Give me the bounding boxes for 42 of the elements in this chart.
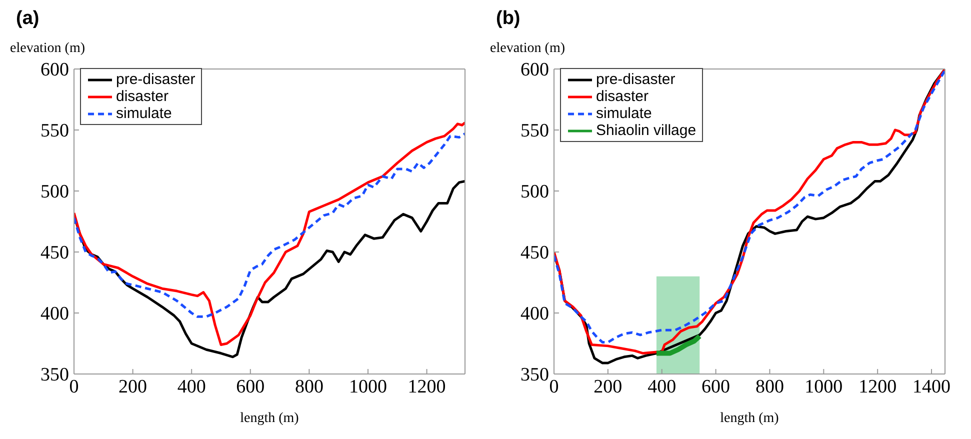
y-tick-label: 500 [520,182,549,203]
legend-label: pre-disaster [116,71,196,88]
legend-label: pre-disaster [596,71,676,88]
x-tick-label: 400 [648,376,676,398]
x-tick-label: 1000 [348,376,387,398]
x-tick-label: 0 [549,376,559,398]
chart-title: (a) [16,8,40,30]
y-axis-title: elevation (m) [490,41,566,57]
y-tick-label: 600 [40,60,69,81]
y-tick-label: 400 [520,304,549,325]
y-tick-label: 550 [40,120,69,142]
legend-label: disaster [596,88,649,105]
x-tick-label: 0 [69,376,79,398]
y-tick-label: 400 [40,304,69,325]
y-tick-label: 350 [40,364,69,386]
y-axis-title: elevation (m) [10,41,86,57]
legend-label: Shiaolin village [596,122,696,139]
x-tick-label: 800 [294,376,324,398]
x-tick-label: 800 [755,376,784,398]
x-tick-label: 1200 [408,376,446,398]
y-tick-label: 350 [520,364,549,386]
x-tick-label: 1200 [858,376,897,398]
chart-title: (b) [496,8,520,30]
line-series [74,121,465,346]
y-tick-label: 550 [520,120,549,142]
y-tick-label: 500 [40,182,69,203]
legend-label: simulate [116,105,172,122]
x-tick-label: 600 [236,376,265,398]
y-tick-label: 450 [40,242,69,264]
x-tick-label: 200 [594,376,622,398]
x-axis-title: length (m) [240,411,300,426]
y-tick-label: 450 [520,242,549,264]
x-tick-label: 1000 [804,376,843,398]
x-tick-label: 1400 [912,376,951,398]
y-tick-label: 600 [520,60,549,81]
x-axis-title: length (m) [720,411,780,426]
line-series [74,132,465,318]
x-tick-label: 200 [118,376,148,398]
legend-label: disaster [116,88,169,105]
legend-label: simulate [596,105,652,122]
x-tick-label: 600 [702,376,730,398]
x-tick-label: 400 [177,376,206,398]
